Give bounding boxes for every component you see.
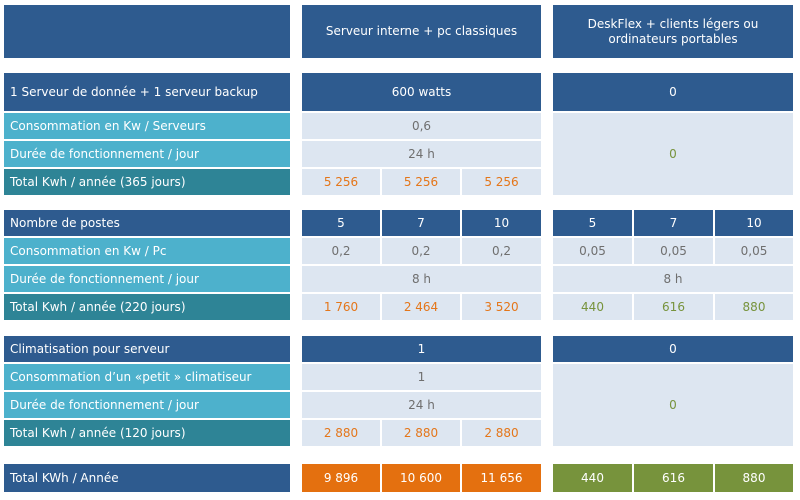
cooling-total-2: 2 880 xyxy=(382,420,460,446)
cooling-duration-value: 24 h xyxy=(302,392,541,418)
workstations-count-5: 7 xyxy=(634,210,713,236)
workstations-consumption-1: 0,2 xyxy=(302,238,380,264)
workstations-consumption-3: 0,2 xyxy=(462,238,541,264)
servers-power-deskflex: 0 xyxy=(553,73,793,111)
servers-duration-value: 24 h xyxy=(302,141,541,167)
workstations-duration-classic: 8 h xyxy=(302,266,541,292)
workstations-total-6: 880 xyxy=(715,294,793,320)
cooling-consumption-value: 1 xyxy=(302,364,541,390)
workstations-total-label: Total Kwh / année (220 jours) xyxy=(4,294,290,320)
header-deskflex: DeskFlex + clients légers ou ordinateurs… xyxy=(553,5,793,58)
workstations-count-3: 10 xyxy=(462,210,541,236)
cooling-count-classic: 1 xyxy=(302,336,541,362)
workstations-consumption-6: 0,05 xyxy=(715,238,793,264)
servers-consumption-label: Consommation en Kw / Serveurs xyxy=(4,113,290,139)
cooling-total-1: 2 880 xyxy=(302,420,380,446)
workstations-consumption-label: Consommation en Kw / Pc xyxy=(4,238,290,264)
grand-total-classic-1: 9 896 xyxy=(302,464,380,492)
cooling-consumption-label: Consommation d’un «petit » climatiseur xyxy=(4,364,290,390)
workstations-consumption-5: 0,05 xyxy=(634,238,713,264)
servers-deskflex-value: 0 xyxy=(553,113,793,195)
header-classic: Serveur interne + pc classiques xyxy=(302,5,541,58)
grand-total-label: Total KWh / Année xyxy=(4,464,290,492)
workstations-total-2: 2 464 xyxy=(382,294,460,320)
workstations-duration-label: Durée de fonctionnement / jour xyxy=(4,266,290,292)
workstations-total-1: 1 760 xyxy=(302,294,380,320)
workstations-title: Nombre de postes xyxy=(4,210,290,236)
cooling-total-3: 2 880 xyxy=(462,420,541,446)
grand-total-deskflex-3: 880 xyxy=(715,464,793,492)
servers-duration-label: Durée de fonctionnement / jour xyxy=(4,141,290,167)
cooling-title: Climatisation pour serveur xyxy=(4,336,290,362)
grand-total-classic-2: 10 600 xyxy=(382,464,460,492)
cooling-deskflex-value: 0 xyxy=(553,364,793,446)
workstations-count-4: 5 xyxy=(553,210,632,236)
workstations-count-2: 7 xyxy=(382,210,460,236)
workstations-total-5: 616 xyxy=(634,294,713,320)
servers-total-label: Total Kwh / année (365 jours) xyxy=(4,169,290,195)
grand-total-deskflex-2: 616 xyxy=(634,464,713,492)
servers-power-classic: 600 watts xyxy=(302,73,541,111)
workstations-count-6: 10 xyxy=(715,210,793,236)
workstations-total-4: 440 xyxy=(553,294,632,320)
servers-total-2: 5 256 xyxy=(382,169,460,195)
workstations-total-3: 3 520 xyxy=(462,294,541,320)
servers-title: 1 Serveur de donnée + 1 serveur backup xyxy=(4,73,290,111)
cooling-duration-label: Durée de fonctionnement / jour xyxy=(4,392,290,418)
cooling-total-label: Total Kwh / année (120 jours) xyxy=(4,420,290,446)
workstations-consumption-4: 0,05 xyxy=(553,238,632,264)
servers-consumption-value: 0,6 xyxy=(302,113,541,139)
header-blank xyxy=(4,5,290,58)
servers-total-1: 5 256 xyxy=(302,169,380,195)
grand-total-deskflex-1: 440 xyxy=(553,464,632,492)
workstations-count-1: 5 xyxy=(302,210,380,236)
workstations-consumption-2: 0,2 xyxy=(382,238,460,264)
workstations-duration-deskflex: 8 h xyxy=(553,266,793,292)
servers-total-3: 5 256 xyxy=(462,169,541,195)
cooling-count-deskflex: 0 xyxy=(553,336,793,362)
grand-total-classic-3: 11 656 xyxy=(462,464,541,492)
